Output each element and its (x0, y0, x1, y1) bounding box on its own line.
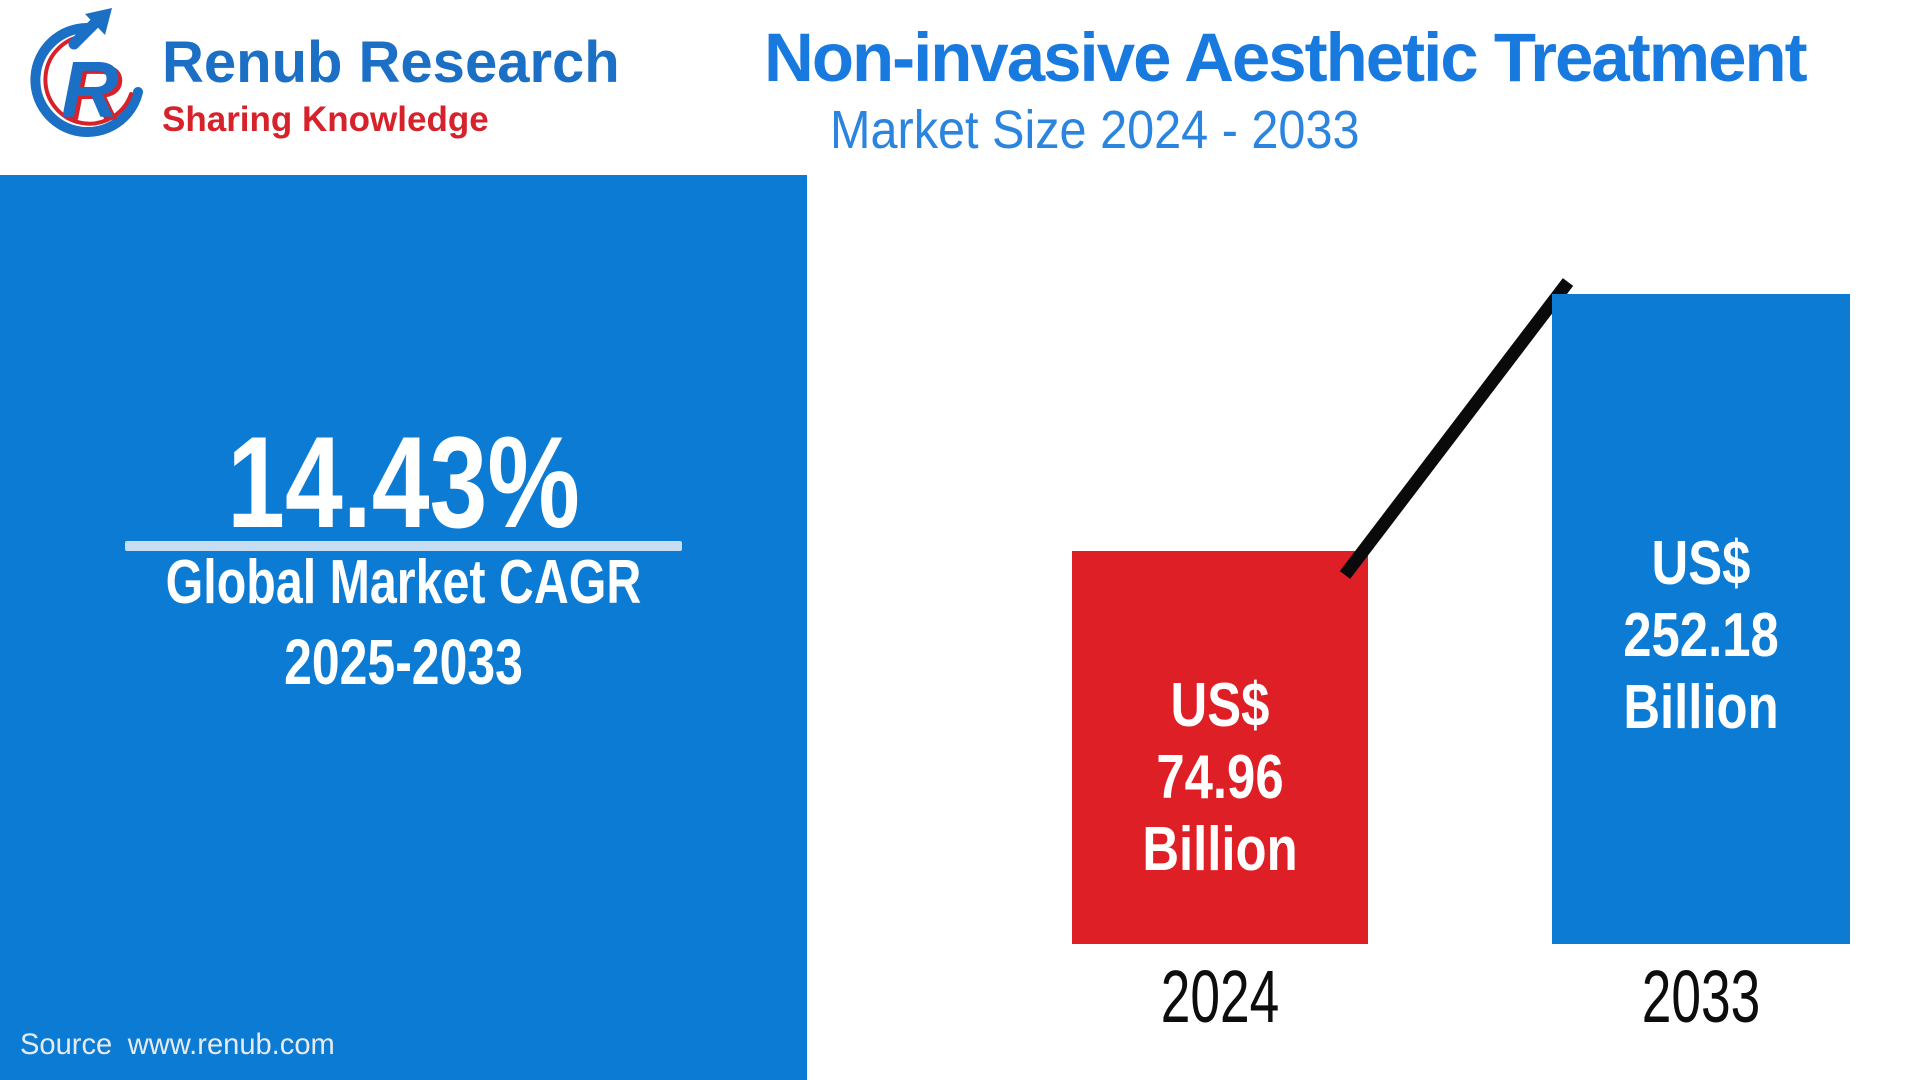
axis-label-2033: 2033 (1641, 955, 1761, 1038)
cagr-panel: 14.43% Global Market CAGR 2025-2033 Sour… (0, 175, 807, 1080)
bar-2033-value-line3: Billion (1623, 673, 1779, 742)
cagr-value: 14.43% (227, 409, 580, 555)
cagr-label-line2: 2025-2033 (284, 626, 523, 698)
cagr-divider (125, 541, 682, 551)
brand-text: Renub Research Sharing Knowledge (162, 6, 620, 139)
bar-2024-value-line1: US$ (1170, 670, 1270, 740)
bar-2033-value-line1: US$ (1651, 529, 1751, 598)
logo-arrow-icon (68, 14, 104, 50)
brand-logo: R R Renub Research Sharing Knowledge (24, 6, 620, 161)
renub-logo-icon: R R (30, 8, 143, 137)
bar-2033-value-line2: 252.18 (1623, 601, 1779, 670)
bar-2024-value-line2: 74.96 (1156, 742, 1284, 812)
bar-2024-value: US$ 74.96 Billion (1099, 670, 1342, 886)
brand-name: Renub Research (162, 30, 620, 95)
bar-2033: US$ 252.18 Billion (1552, 294, 1850, 944)
axis-label-2024: 2024 (1160, 955, 1280, 1038)
bar-2033-value: US$ 252.18 Billion (1579, 528, 1823, 744)
source-row: Source www.renub.com (20, 1027, 335, 1063)
logo-monogram: R (61, 45, 119, 134)
brand-tagline: Sharing Knowledge (162, 100, 489, 139)
logo-monogram-shadow: R (65, 48, 123, 137)
page-title: Non-invasive Aesthetic Treatment (764, 19, 1808, 96)
bar-2024-value-line3: Billion (1142, 814, 1298, 884)
bar-2024: US$ 74.96 Billion (1072, 551, 1368, 944)
page-subtitle: Market Size 2024 - 2033 (830, 100, 1360, 160)
source-url: www.renub.com (127, 1028, 335, 1061)
source-label: Source (20, 1028, 113, 1061)
cagr-label-line1: Global Market CAGR (165, 548, 642, 617)
